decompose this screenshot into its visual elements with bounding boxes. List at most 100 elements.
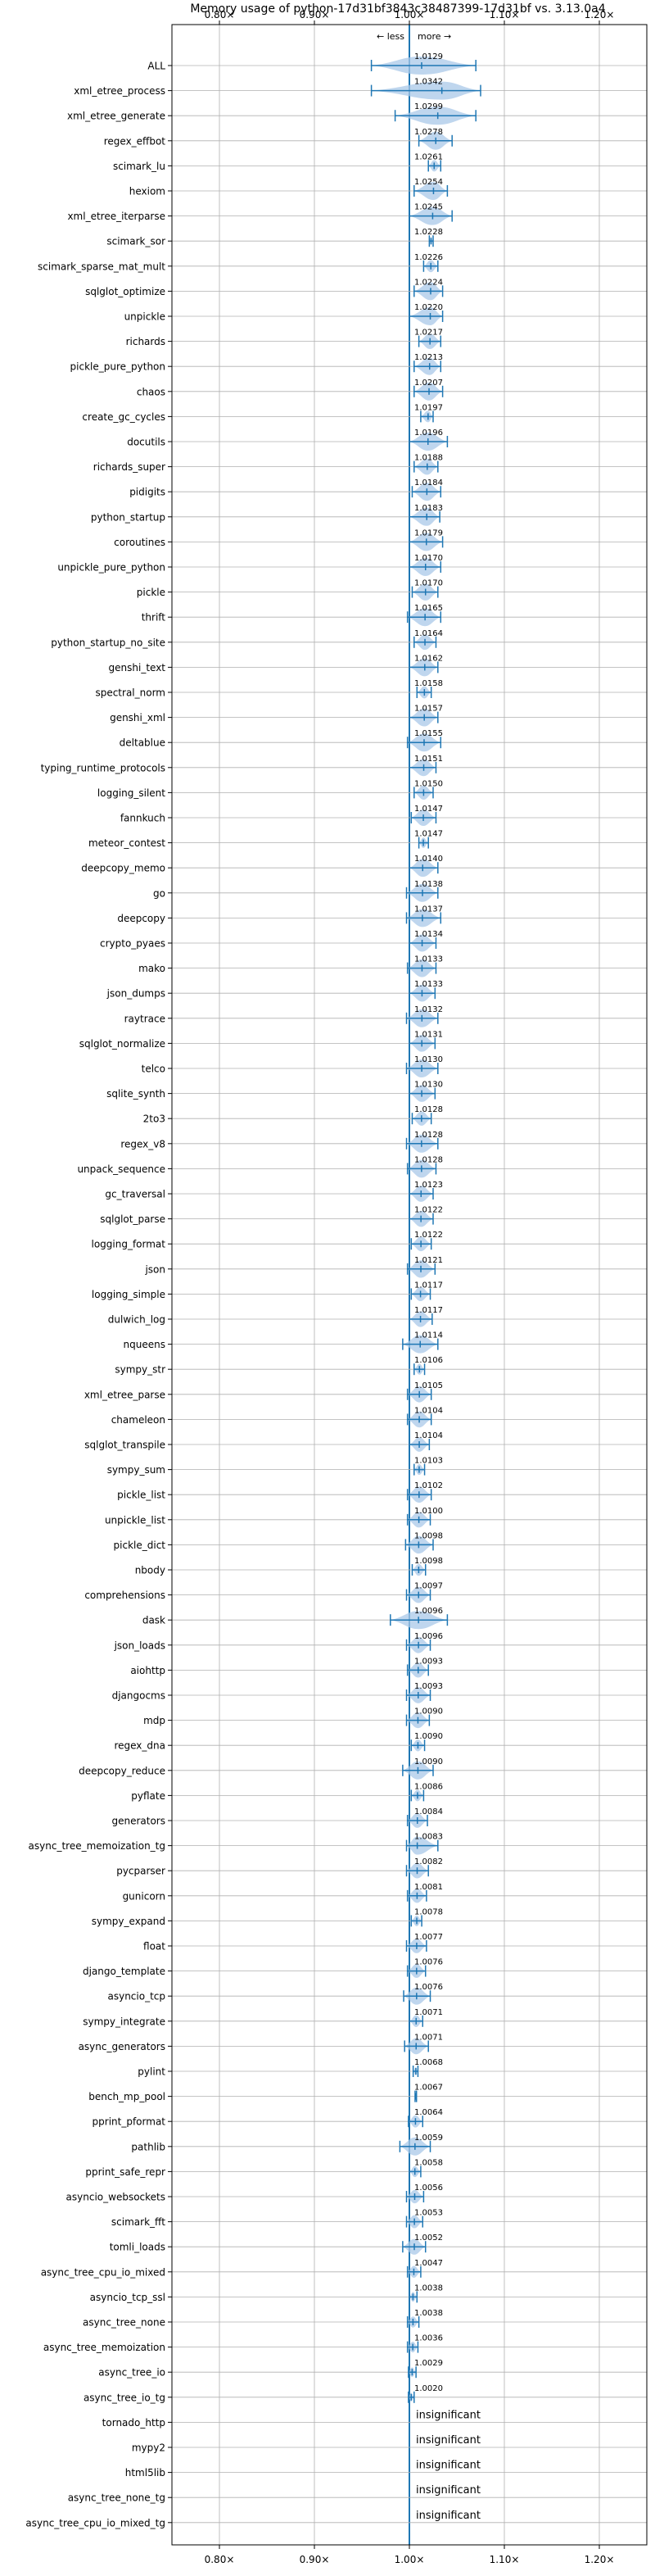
value-label: 1.0053 bbox=[414, 2209, 443, 2218]
x-tick-label-top: 1.00× bbox=[395, 9, 425, 20]
value-label: 1.0083 bbox=[414, 1833, 443, 1842]
value-label: 1.0090 bbox=[414, 1732, 443, 1741]
benchmark-label: html5lib bbox=[125, 2467, 165, 2478]
value-label: 1.0102 bbox=[414, 1481, 443, 1490]
benchmark-label: dulwich_log bbox=[108, 1314, 165, 1326]
benchmark-label: pidigits bbox=[129, 487, 165, 498]
benchmark-label: async_tree_io_tg bbox=[84, 2392, 165, 2403]
value-label: 1.0076 bbox=[414, 1958, 443, 1967]
value-label: 1.0151 bbox=[414, 755, 443, 764]
benchmark-label: thrift bbox=[142, 612, 166, 624]
benchmark-label: tornado_http bbox=[102, 2417, 165, 2429]
benchmark-label: pickle bbox=[137, 587, 165, 598]
benchmark-label: unpickle_list bbox=[105, 1514, 165, 1526]
benchmark-label: scimark_lu bbox=[113, 161, 165, 172]
value-label: 1.0122 bbox=[414, 1231, 443, 1240]
value-label: 1.0047 bbox=[414, 2259, 443, 2268]
value-label: 1.0170 bbox=[414, 554, 443, 563]
benchmark-label: unpack_sequence bbox=[77, 1163, 165, 1175]
benchmark-label: sqlglot_transpile bbox=[84, 1440, 165, 1451]
benchmark-label: ALL bbox=[147, 61, 165, 72]
value-label: 1.0098 bbox=[414, 1557, 443, 1566]
benchmark-label: pickle_dict bbox=[114, 1540, 166, 1551]
benchmark-label: djangocms bbox=[112, 1690, 165, 1702]
benchmark-label: deltablue bbox=[120, 737, 165, 749]
chart-title: Memory usage of python-17d31bf3843c38487… bbox=[190, 2, 605, 16]
benchmark-label: sympy_expand bbox=[92, 1916, 165, 1927]
value-label: 1.0158 bbox=[414, 679, 443, 688]
value-label: 1.0196 bbox=[414, 429, 443, 438]
value-label: 1.0220 bbox=[414, 303, 443, 312]
benchmark-label: sqlglot_parse bbox=[100, 1213, 165, 1225]
benchmark-label: async_tree_cpu_io_mixed bbox=[41, 2266, 165, 2278]
x-tick-label-bottom: 1.20× bbox=[585, 2554, 615, 2565]
value-label: 1.0067 bbox=[414, 2084, 443, 2093]
value-label: 1.0224 bbox=[414, 278, 443, 287]
value-label: 1.0131 bbox=[414, 1030, 443, 1039]
value-label: 1.0207 bbox=[414, 379, 443, 388]
value-label: 1.0086 bbox=[414, 1782, 443, 1791]
value-label: 1.0117 bbox=[414, 1281, 443, 1290]
benchmark-label: scimark_sparse_mat_mult bbox=[38, 261, 165, 272]
value-label: 1.0105 bbox=[414, 1381, 443, 1390]
value-label: 1.0071 bbox=[414, 2033, 443, 2042]
value-label: 1.0261 bbox=[414, 152, 443, 161]
value-label: 1.0084 bbox=[414, 1807, 443, 1816]
x-tick-label-bottom: 0.80× bbox=[205, 2554, 235, 2565]
value-label: 1.0132 bbox=[414, 1005, 443, 1014]
value-label: 1.0093 bbox=[414, 1682, 443, 1691]
value-label: 1.0058 bbox=[414, 2158, 443, 2167]
value-label: 1.0064 bbox=[414, 2108, 443, 2117]
value-label: 1.0117 bbox=[414, 1306, 443, 1315]
benchmark-label: docutils bbox=[127, 437, 165, 448]
value-label: 1.0130 bbox=[414, 1081, 443, 1090]
benchmark-label: spectral_norm bbox=[95, 687, 165, 699]
benchmark-label: tomli_loads bbox=[110, 2242, 165, 2253]
value-label: 1.0121 bbox=[414, 1256, 443, 1265]
benchmark-label: mypy2 bbox=[132, 2442, 165, 2454]
benchmark-label: mako bbox=[138, 963, 165, 974]
benchmark-label: deepcopy_reduce bbox=[79, 1765, 165, 1776]
value-label: 1.0299 bbox=[414, 102, 443, 111]
benchmark-label: fannkuch bbox=[120, 813, 165, 824]
value-label: 1.0217 bbox=[414, 329, 443, 338]
value-label: 1.0155 bbox=[414, 729, 443, 738]
value-label: 1.0165 bbox=[414, 604, 443, 613]
benchmark-label: 2to3 bbox=[143, 1113, 165, 1125]
benchmark-label: go bbox=[153, 887, 165, 899]
benchmark-label: chameleon bbox=[111, 1414, 165, 1426]
benchmark-label: xml_etree_iterparse bbox=[67, 211, 165, 222]
benchmark-label: mdp bbox=[143, 1715, 165, 1726]
value-label: 1.0056 bbox=[414, 2184, 443, 2193]
value-label: 1.0129 bbox=[414, 52, 443, 61]
benchmark-label: async_tree_none bbox=[83, 2317, 165, 2329]
benchmark-label: comprehensions bbox=[84, 1590, 165, 1601]
benchmark-label: sympy_sum bbox=[107, 1464, 165, 1476]
value-label: 1.0104 bbox=[414, 1406, 443, 1415]
value-label: 1.0157 bbox=[414, 705, 443, 714]
value-label: 1.0097 bbox=[414, 1582, 443, 1591]
benchmark-label: richards_super bbox=[93, 461, 165, 473]
benchmark-label: pyflate bbox=[131, 1790, 165, 1802]
benchmark-label: async_generators bbox=[79, 2041, 165, 2052]
x-tick-label-top: 1.20× bbox=[585, 9, 615, 20]
value-label: 1.0137 bbox=[414, 905, 443, 914]
value-label: 1.0093 bbox=[414, 1657, 443, 1666]
benchmark-label: async_tree_none_tg bbox=[68, 2492, 165, 2504]
value-label: 1.0100 bbox=[414, 1507, 443, 1516]
value-label: 1.0104 bbox=[414, 1431, 443, 1440]
value-label: 1.0133 bbox=[414, 955, 443, 964]
insignificant-label: insignificant bbox=[416, 2434, 481, 2447]
insignificant-label: insignificant bbox=[416, 2484, 481, 2497]
value-label: 1.0098 bbox=[414, 1531, 443, 1540]
value-label: 1.0038 bbox=[414, 2309, 443, 2318]
benchmark-label: pycparser bbox=[116, 1866, 165, 1877]
value-label: 1.0036 bbox=[414, 2334, 443, 2343]
benchmark-label: deepcopy bbox=[117, 913, 165, 924]
benchmark-label: async_tree_memoization bbox=[43, 2342, 165, 2353]
benchmark-label: bench_mp_pool bbox=[88, 2091, 165, 2102]
value-label: 1.0076 bbox=[414, 1983, 443, 1992]
benchmark-label: asyncio_tcp bbox=[107, 1991, 165, 2002]
